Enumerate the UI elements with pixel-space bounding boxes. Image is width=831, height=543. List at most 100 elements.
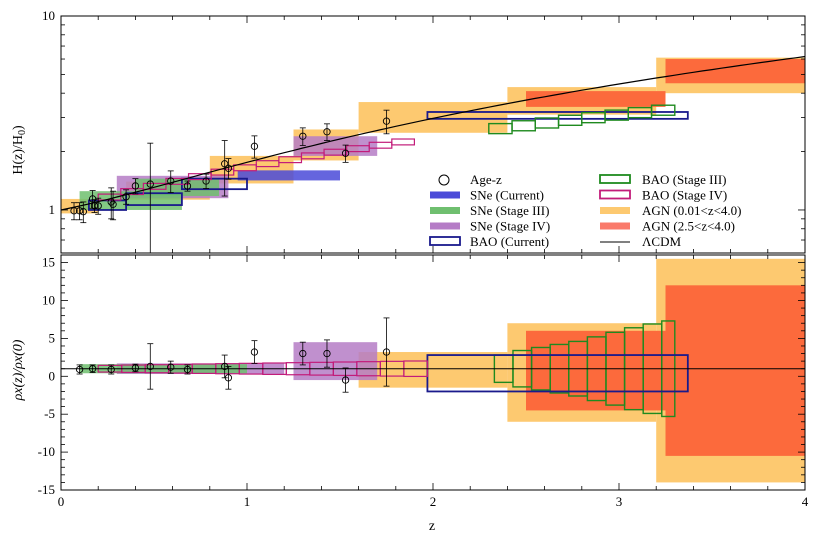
age-z-point — [167, 360, 175, 374]
bao-stage4-box — [391, 138, 416, 146]
y-tick-label: 0 — [49, 368, 56, 383]
bao-stage4-box — [278, 156, 303, 164]
age-z-marker — [167, 177, 175, 185]
age-z-marker — [250, 142, 259, 150]
legend-label: SNe (Current) — [470, 188, 544, 203]
age-z-point — [224, 366, 233, 390]
age-z-marker — [183, 365, 192, 374]
age-z-marker — [88, 195, 97, 203]
legend-item: AGN (2.5<z<4.0) — [600, 219, 735, 234]
age-z-marker — [107, 198, 115, 206]
age-z-point — [88, 364, 97, 373]
legend-label: Age-z — [470, 172, 502, 187]
age-z-marker — [299, 349, 307, 358]
legend-item: SNe (Stage IV) — [430, 219, 550, 234]
legend-symbol — [599, 189, 631, 200]
age-z-point — [107, 364, 115, 375]
legend-symbol — [599, 174, 631, 184]
legend-label: BAO (Stage IV) — [642, 188, 727, 203]
age-z-point — [323, 339, 331, 368]
y-tick-label: 15 — [42, 255, 55, 270]
bao-stage4-box — [300, 152, 325, 160]
age-z-point — [250, 340, 259, 364]
age-z-point — [146, 343, 154, 390]
y-tick-label: 5 — [49, 330, 56, 345]
age-z-marker — [75, 365, 84, 374]
bao-stage4-box — [255, 160, 280, 168]
age-z-point — [131, 363, 140, 373]
age-z-marker — [131, 364, 140, 372]
y-tick-label: -5 — [44, 406, 55, 421]
age-z-point — [122, 189, 130, 205]
age-z-marker — [382, 348, 391, 356]
age-z-marker — [221, 160, 229, 168]
age-z-marker — [79, 208, 87, 216]
x-tick-label: 3 — [616, 494, 623, 509]
legend-item: Age-z — [438, 172, 502, 187]
axis-labels: H(z)/H0) ρx(z)/ρx(0) z — [11, 125, 435, 534]
age-z-point — [75, 202, 84, 221]
age-z-point — [341, 367, 350, 393]
age-z-marker — [109, 200, 117, 208]
age-z-marker — [341, 149, 350, 157]
legend-item: SNe (Current) — [430, 188, 544, 203]
age-z-marker — [75, 207, 84, 215]
legend-symbol — [429, 236, 461, 246]
x-axis-label: z — [429, 519, 435, 534]
age-z-marker — [202, 177, 210, 185]
age-z-marker — [94, 202, 102, 210]
legend-item: AGN (0.01<z<4.0) — [600, 203, 742, 218]
age-z-point — [299, 341, 307, 366]
age-z-marker — [183, 182, 192, 190]
legend-item: BAO (Current) — [429, 234, 549, 249]
y-tick-label: -10 — [38, 444, 55, 459]
age-z-marker — [146, 362, 154, 371]
y-tick-label: 1 — [49, 202, 56, 217]
bao-current-box — [426, 111, 689, 120]
bao-stage4-box — [323, 148, 348, 156]
age-z-marker — [341, 376, 350, 384]
bao-stage4-box — [233, 164, 257, 172]
legend-symbol — [438, 174, 450, 186]
age-z-point — [183, 364, 192, 375]
legend-label: AGN (2.5<z<4.0) — [642, 219, 735, 234]
band-sne-current- — [237, 170, 340, 181]
age-z-marker — [88, 365, 97, 373]
age-z-point — [382, 317, 391, 387]
age-z-point — [131, 178, 140, 195]
legend-symbol — [600, 222, 630, 230]
age-z-point — [90, 199, 99, 213]
legend-item: BAO (Stage IV) — [599, 188, 727, 203]
legend-symbol — [600, 207, 630, 214]
age-z-marker — [323, 349, 331, 358]
age-z-marker — [250, 348, 259, 356]
legend-item: SNe (Stage III) — [430, 203, 549, 218]
y-tick-label: 10 — [42, 292, 55, 307]
legend-symbol — [430, 191, 460, 199]
band-sne-stage-iv- — [293, 136, 378, 156]
lcdm-line — [60, 55, 806, 211]
age-z-point — [323, 123, 331, 141]
age-z-point — [75, 364, 84, 375]
age-z-marker — [131, 182, 140, 190]
y-tick-label: -15 — [38, 482, 55, 497]
age-z-point — [299, 127, 307, 146]
legend-label: ΛCDM — [642, 234, 681, 249]
legend-label: SNe (Stage III) — [470, 203, 549, 218]
age-z-point — [250, 135, 259, 159]
bao-stage4-box — [97, 193, 122, 201]
age-z-point — [70, 202, 78, 221]
age-z-marker — [90, 202, 99, 210]
top-y-axis-label: H(z)/H0) — [11, 125, 28, 175]
age-z-point — [167, 170, 175, 193]
band-agn-0-01-z-4-0- — [358, 102, 508, 133]
legend-label: SNe (Stage IV) — [470, 219, 550, 234]
age-z-marker — [146, 180, 154, 188]
age-z-marker — [299, 132, 307, 140]
age-z-point — [109, 190, 117, 221]
x-tick-label: 0 — [58, 494, 65, 509]
age-z-point — [183, 180, 192, 192]
age-z-marker — [107, 365, 115, 374]
